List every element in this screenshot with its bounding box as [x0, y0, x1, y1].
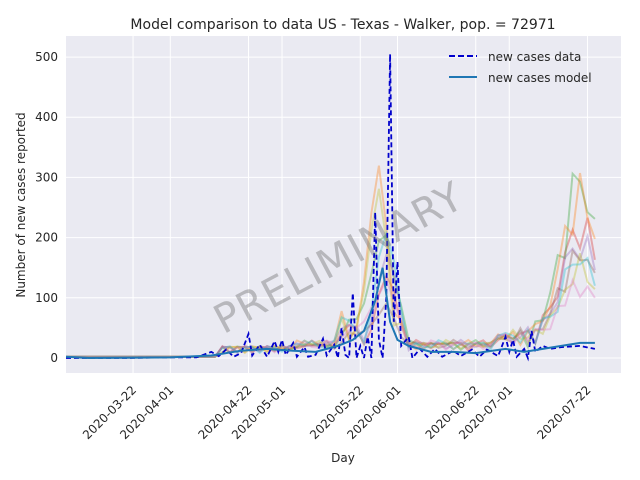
- grid: [66, 36, 621, 373]
- y-tick-label: 0: [50, 351, 58, 365]
- new-cases-model-line: [65, 267, 595, 360]
- x-tick-label: 2020-07-22: [534, 383, 593, 442]
- series-layer: [65, 54, 596, 362]
- chart-title: Model comparison to data US - Texas - Wa…: [130, 17, 555, 33]
- y-tick-label: 300: [35, 170, 58, 184]
- legend-data-label: new cases data: [488, 50, 581, 64]
- y-tick-label: 200: [35, 231, 58, 245]
- new-cases-data-line: [66, 54, 596, 362]
- y-tick-label: 500: [35, 50, 58, 64]
- legend-model-label: new cases model: [488, 71, 592, 85]
- y-axis-label: Number of new cases reported: [14, 112, 28, 297]
- legend: new cases data new cases model: [449, 50, 592, 85]
- plot-background: [66, 36, 621, 373]
- y-tick-label: 400: [35, 110, 58, 124]
- y-tick-label: 100: [35, 291, 58, 305]
- y-axis: 0 100 200 300 400 500: [35, 50, 58, 365]
- x-axis-label: Day: [331, 451, 355, 465]
